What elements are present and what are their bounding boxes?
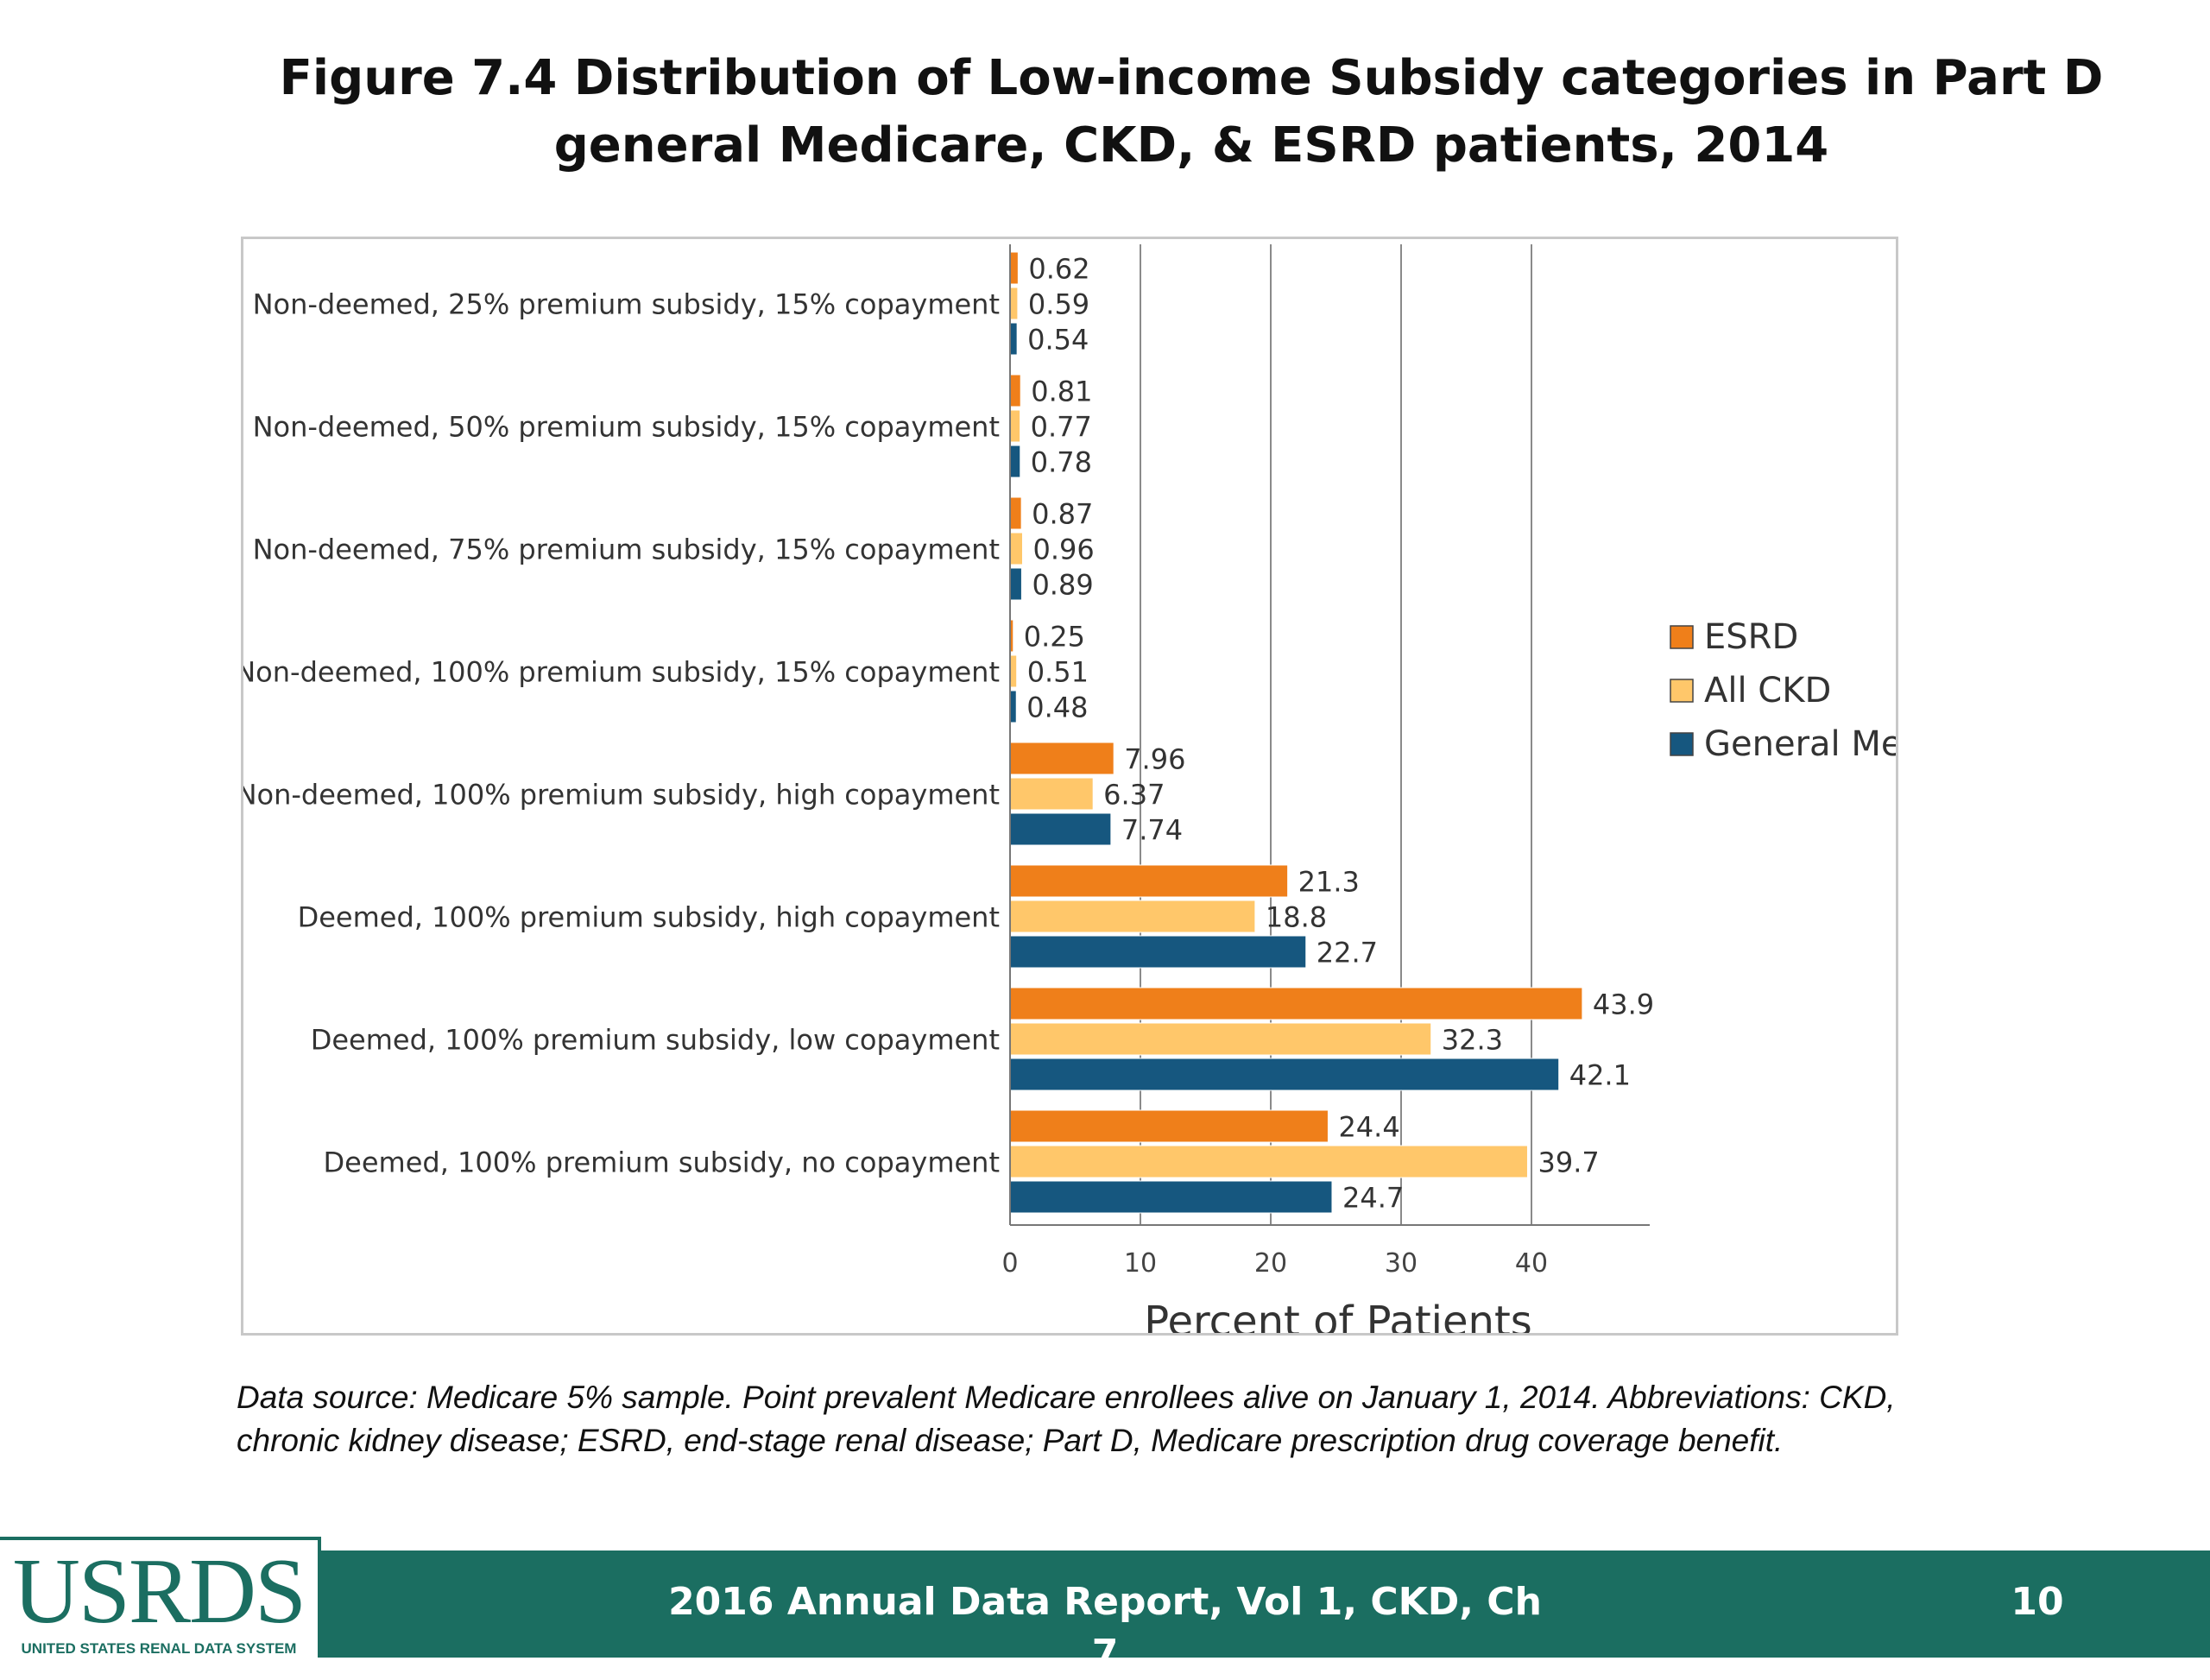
data-source-note: Data source: Medicare 5% sample. Point p…	[237, 1380, 1896, 1458]
legend-swatch	[1670, 625, 1694, 649]
bar	[1009, 654, 1018, 688]
bar	[1009, 1109, 1329, 1143]
x-tick-label: 30	[1385, 1248, 1418, 1279]
category-label: Non-deemed, 100% premium subsidy, high c…	[243, 779, 1000, 812]
data-label: 0.89	[1032, 569, 1093, 602]
category-label: Deemed, 100% premium subsidy, low copaym…	[311, 1024, 1000, 1057]
data-label: 39.7	[1538, 1146, 1599, 1179]
data-label: 0.54	[1027, 324, 1089, 357]
bar	[1009, 987, 1583, 1020]
chart-frame: 0.62 0.59 0.54 Non-deemed, 25% premium subs…	[241, 237, 1898, 1336]
bar	[1009, 935, 1307, 969]
x-tick-label: 40	[1515, 1248, 1548, 1279]
data-label: 0.77	[1031, 411, 1092, 444]
data-label: 32.3	[1442, 1024, 1503, 1057]
data-label: 6.37	[1103, 779, 1165, 812]
bar	[1009, 1022, 1432, 1056]
bar	[1009, 1145, 1528, 1178]
data-label: 22.7	[1317, 937, 1378, 969]
data-label: 0.96	[1032, 534, 1094, 566]
footer-bar	[0, 1551, 2210, 1658]
bar	[1009, 742, 1114, 775]
data-label: 0.51	[1027, 656, 1089, 689]
data-label: 0.81	[1031, 376, 1092, 408]
legend-label: All CKD	[1704, 671, 1831, 711]
x-tick-label: 0	[1001, 1248, 1018, 1279]
x-tick-label: 20	[1254, 1248, 1287, 1279]
legend-swatch	[1670, 732, 1694, 756]
data-label: 18.8	[1266, 901, 1327, 934]
data-label: 42.1	[1569, 1059, 1631, 1092]
page-title: Figure 7.4 Distribution of Low-income Su…	[279, 50, 2104, 174]
data-label: 7.96	[1124, 743, 1185, 776]
page-number: 10	[2011, 1580, 2064, 1624]
bar	[1009, 812, 1112, 846]
bar	[1009, 900, 1256, 933]
footer-report-title: 2016 Annual Data Report, Vol 1, CKD, Ch …	[668, 1580, 1542, 1676]
bar	[1009, 496, 1022, 530]
bar	[1009, 1180, 1333, 1214]
data-label: 0.87	[1032, 498, 1093, 531]
bar	[1009, 567, 1022, 601]
bar	[1009, 374, 1021, 407]
bar	[1009, 864, 1289, 898]
data-label: 0.62	[1028, 253, 1089, 286]
data-label: 7.74	[1121, 814, 1183, 847]
bar-chart: 0.620.590.54 Non-deemed, 25% premium subs…	[243, 244, 1896, 1333]
category-label: Non-deemed, 100% premium subsidy, 15% co…	[243, 656, 1000, 689]
bar	[1009, 777, 1094, 811]
bar	[1009, 690, 1017, 723]
data-label: 24.7	[1342, 1182, 1404, 1215]
category-label: Non-deemed, 25% premium subsidy, 15% cop…	[253, 288, 1000, 321]
legend-label: ESRD	[1704, 617, 1798, 657]
bar	[1009, 532, 1023, 565]
data-label: 0.78	[1031, 446, 1092, 479]
category-label: Non-deemed, 75% premium subsidy, 15% cop…	[253, 534, 1000, 566]
category-label: Deemed, 100% premium subsidy, high copay…	[298, 901, 1000, 934]
data-label: 21.3	[1298, 866, 1360, 899]
data-label: 0.59	[1028, 288, 1089, 321]
bar	[1009, 445, 1021, 478]
category-label: Deemed, 100% premium subsidy, no copayme…	[324, 1146, 1001, 1179]
data-label: 43.9	[1593, 988, 1654, 1021]
bar	[1009, 287, 1019, 320]
usrds-logo: USRDS UNITED STATES RENAL DATA SYSTEM	[0, 1537, 321, 1658]
data-label: 0.25	[1024, 621, 1085, 654]
logo-wordmark: USRDS	[12, 1540, 306, 1643]
data-label: 24.4	[1338, 1111, 1399, 1144]
x-tick-label: 10	[1124, 1248, 1157, 1279]
legend-swatch	[1670, 679, 1694, 703]
logo-subtitle: UNITED STATES RENAL DATA SYSTEM	[21, 1640, 297, 1657]
x-axis-title: Percent of Patients	[1144, 1298, 1532, 1333]
bar	[1009, 322, 1018, 356]
data-label: 0.48	[1026, 692, 1088, 724]
bar	[1009, 409, 1021, 443]
category-label: Non-deemed, 50% premium subsidy, 15% cop…	[253, 411, 1000, 444]
legend-label: General Medicare	[1704, 724, 1896, 764]
bar	[1009, 251, 1019, 285]
bar	[1009, 1058, 1560, 1091]
